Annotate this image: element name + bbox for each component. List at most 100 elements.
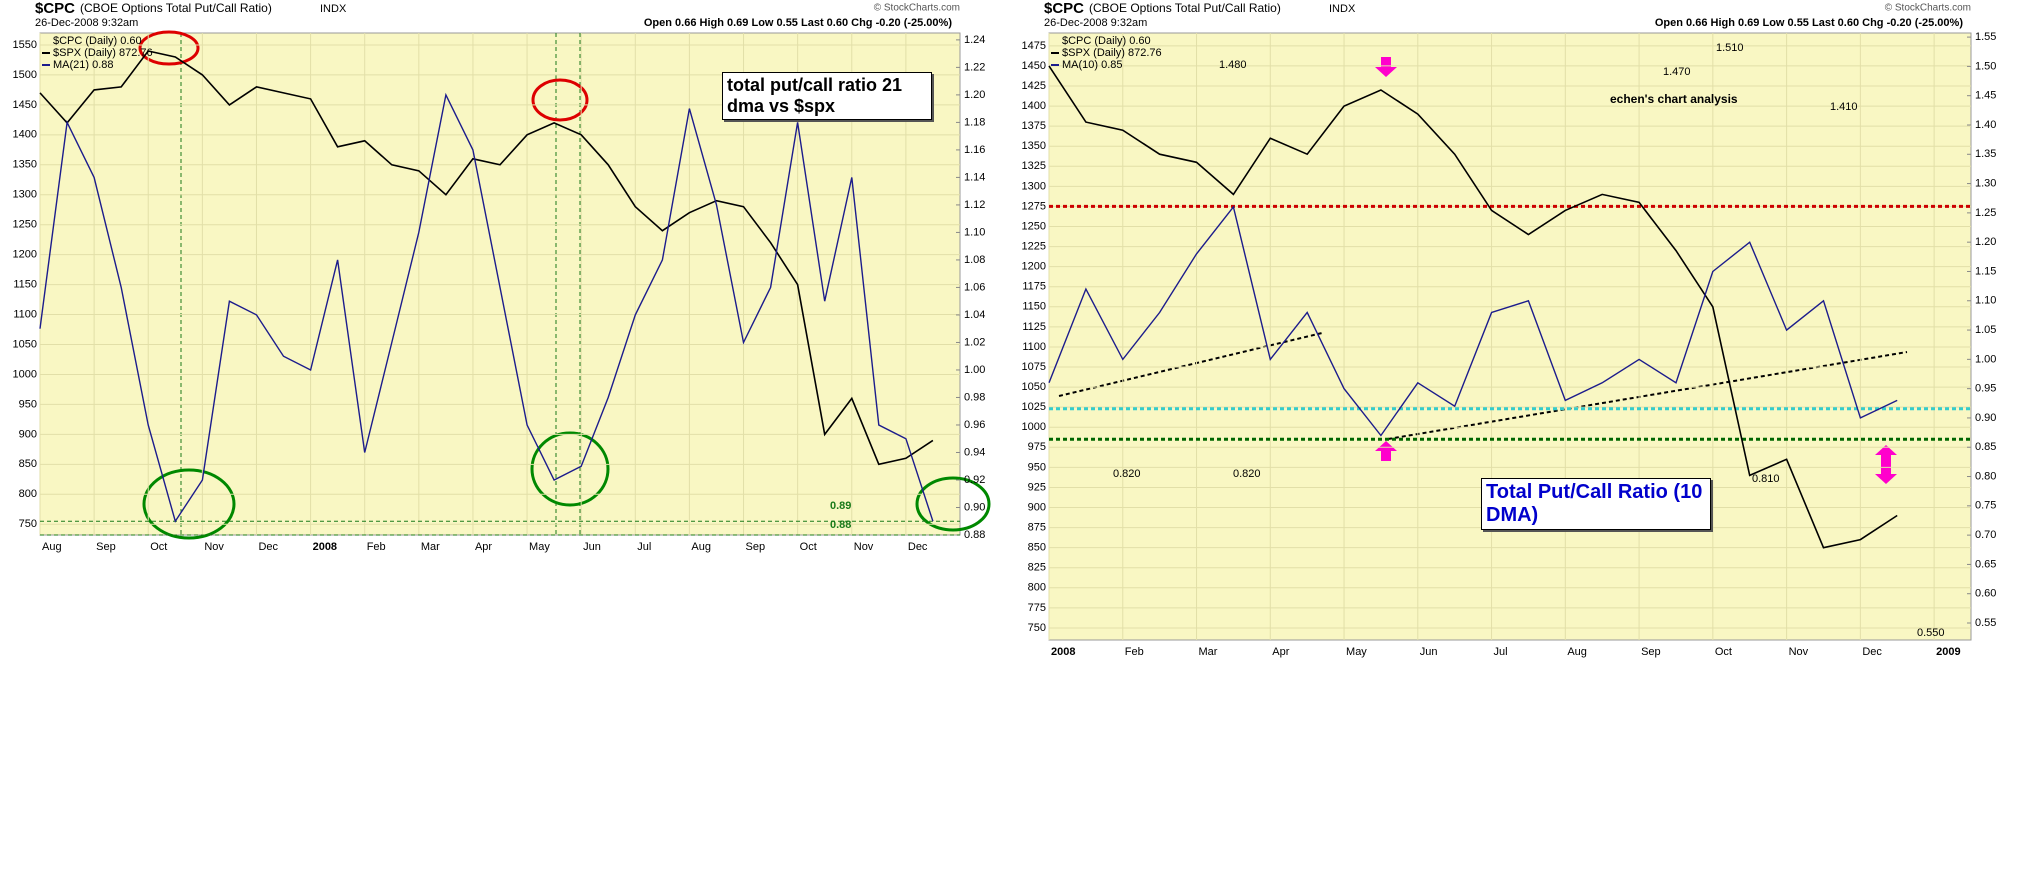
x-tick-label: May xyxy=(529,541,550,553)
x-tick-label: Nov xyxy=(1789,646,1809,658)
y2-tick-label: 1.16 xyxy=(964,144,985,156)
level-label: 0.89 xyxy=(830,500,852,512)
y2-tick-label: 0.95 xyxy=(1975,383,1996,395)
y-tick-label: 1250 xyxy=(13,219,37,231)
y-tick-label: 750 xyxy=(19,518,37,530)
x-tick-label: 2008 xyxy=(1051,646,1075,658)
x-tick-label: May xyxy=(1346,646,1367,658)
highlight-circle xyxy=(142,468,236,540)
y2-tick-label: 1.18 xyxy=(964,116,985,128)
y-tick-label: 1150 xyxy=(1022,301,1046,313)
y2-tick-label: 1.00 xyxy=(1975,353,1996,365)
y-tick-label: 900 xyxy=(19,428,37,440)
y-tick-label: 950 xyxy=(1028,461,1046,473)
x-tick-label: Dec xyxy=(258,541,278,553)
plot-area xyxy=(1048,32,1972,641)
legend-entry: MA(21) 0.88 xyxy=(53,59,114,71)
series-line xyxy=(1048,65,1898,549)
x-tick-label: Jun xyxy=(1420,646,1438,658)
quote: Open 0.66 High 0.69 Low 0.55 Last 0.60 C… xyxy=(644,17,952,29)
y-tick-label: 1400 xyxy=(13,129,37,141)
chart-subtitle: (CBOE Options Total Put/Call Ratio) xyxy=(80,1,272,15)
y2-tick-label: 1.02 xyxy=(964,336,985,348)
y2-tick-label: 1.50 xyxy=(1975,60,1996,72)
value-label: 1.410 xyxy=(1830,101,1858,113)
y-tick-label: 1175 xyxy=(1022,281,1046,293)
y2-tick-label: 0.92 xyxy=(964,474,985,486)
y-tick-label: 1000 xyxy=(13,368,37,380)
exchange: INDX xyxy=(1329,3,1356,15)
annotation-box: total put/call ratio 21 dma vs $spx xyxy=(722,72,932,120)
y2-tick-label: 0.90 xyxy=(964,501,985,513)
y-tick-label: 1100 xyxy=(1022,341,1046,353)
x-tick-label: Sep xyxy=(746,541,766,553)
y2-tick-label: 1.10 xyxy=(964,226,985,238)
y2-tick-label: 0.60 xyxy=(1975,588,1996,600)
trendline xyxy=(1387,351,1908,440)
y-tick-label: 1425 xyxy=(1022,80,1046,92)
x-tick-label: Oct xyxy=(800,541,817,553)
x-tick-label: Aug xyxy=(1567,646,1587,658)
y-tick-label: 1450 xyxy=(1022,60,1046,72)
value-label: 1.480 xyxy=(1219,59,1247,71)
y2-tick-label: 1.08 xyxy=(964,254,985,266)
y2-tick-label: 1.14 xyxy=(964,171,985,183)
y2-tick-label: 0.88 xyxy=(964,529,985,541)
legend-entry: $SPX (Daily) 872.76 xyxy=(1062,47,1162,59)
exchange: INDX xyxy=(320,3,347,15)
y-tick-label: 1300 xyxy=(1022,180,1046,192)
y2-tick-label: 0.98 xyxy=(964,391,985,403)
y-tick-label: 850 xyxy=(19,458,37,470)
annotation: echen's chart analysis xyxy=(1610,92,1738,106)
y-tick-label: 1275 xyxy=(1022,200,1046,212)
series-line xyxy=(1048,205,1898,437)
highlight-circle xyxy=(915,476,991,532)
x-tick-label: Mar xyxy=(1199,646,1218,658)
y-tick-label: 1050 xyxy=(13,338,37,350)
y-tick-label: 1250 xyxy=(1022,220,1046,232)
x-tick-label: Nov xyxy=(854,541,874,553)
y2-tick-label: 1.35 xyxy=(1975,148,1996,160)
level-label: 0.88 xyxy=(830,519,852,531)
y-tick-label: 1500 xyxy=(13,69,37,81)
credit: © StockCharts.com xyxy=(1885,3,1971,14)
x-tick-label: Feb xyxy=(367,541,386,553)
y-tick-label: 775 xyxy=(1028,602,1046,614)
y2-tick-label: 1.15 xyxy=(1975,265,1996,277)
series-line xyxy=(39,50,934,466)
y-tick-label: 950 xyxy=(19,398,37,410)
y-tick-label: 1200 xyxy=(13,249,37,261)
y-tick-label: 800 xyxy=(1028,582,1046,594)
y-tick-label: 1375 xyxy=(1022,120,1046,132)
y2-tick-label: 1.20 xyxy=(964,89,985,101)
y-tick-label: 1025 xyxy=(1022,401,1046,413)
y-tick-label: 1550 xyxy=(13,39,37,51)
y-tick-label: 1050 xyxy=(1022,381,1046,393)
value-label: 1.510 xyxy=(1716,42,1744,54)
y2-tick-label: 0.85 xyxy=(1975,441,1996,453)
x-tick-label: Jul xyxy=(637,541,651,553)
value-label: 0.550 xyxy=(1917,627,1945,639)
credit: © StockCharts.com xyxy=(874,3,960,14)
annotation-box: Total Put/Call Ratio (10 DMA) xyxy=(1481,478,1711,530)
value-label: 1.470 xyxy=(1663,66,1691,78)
y-tick-label: 1225 xyxy=(1022,240,1046,252)
y-tick-label: 1400 xyxy=(1022,100,1046,112)
y2-tick-label: 1.04 xyxy=(964,309,985,321)
x-tick-label: Aug xyxy=(691,541,711,553)
date: 26-Dec-2008 9:32am xyxy=(1044,17,1147,29)
y-tick-label: 1000 xyxy=(1022,421,1046,433)
value-label: 0.820 xyxy=(1113,468,1141,480)
y-tick-label: 750 xyxy=(1028,622,1046,634)
y2-tick-label: 1.24 xyxy=(964,34,985,46)
y2-tick-label: 1.40 xyxy=(1975,119,1996,131)
x-tick-label: Nov xyxy=(204,541,224,553)
y2-tick-label: 1.45 xyxy=(1975,90,1996,102)
value-label: 0.810 xyxy=(1752,473,1780,485)
arrow-up xyxy=(1875,445,1897,465)
arrows xyxy=(1375,57,1897,484)
x-tick-label: Sep xyxy=(96,541,116,553)
x-tick-label: Dec xyxy=(1862,646,1882,658)
